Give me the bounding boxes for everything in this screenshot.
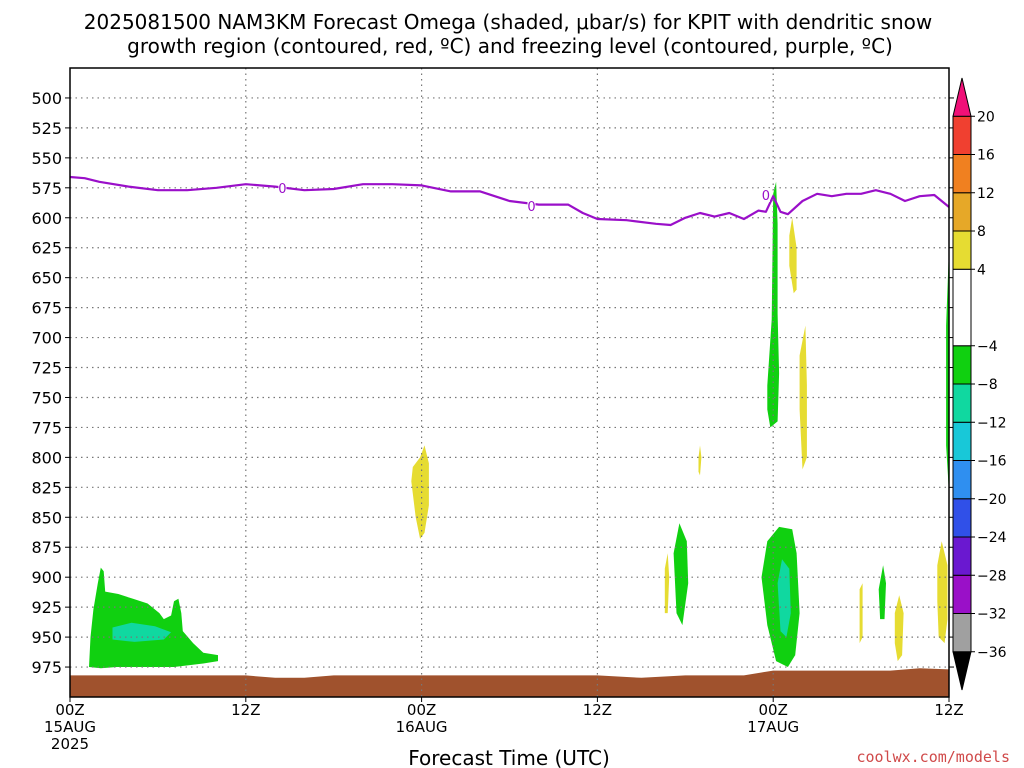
plot-background (70, 68, 949, 697)
colorbar-bin-13 (952, 115, 972, 155)
y-tick-label-9: 725 (31, 359, 62, 378)
y-tick-label-12: 800 (31, 448, 62, 467)
plot-area (70, 68, 949, 697)
y-tick-label-19: 975 (31, 658, 62, 677)
omega-region-4 (664, 553, 670, 614)
omega-region-0 (89, 567, 218, 669)
colorbar-label-2: 12 (977, 186, 995, 202)
freezing-level-contour: 0 0 0 (69, 175, 950, 227)
omega-colorbar: 20 16 12 8 4 −4 −8 −12 −16 −20 −24 −28 −32 −36 (952, 77, 1007, 691)
colorbar-label-7: −12 (977, 415, 1007, 431)
omega-region-2 (411, 445, 429, 539)
x-tick-label-5-0: 12Z (934, 701, 963, 719)
y-tick-label-1: 525 (31, 119, 62, 138)
chart-title-line1: 2025081500 NAM3KM Forecast Omega (shaded… (84, 10, 932, 34)
colorbar-label-12: −32 (977, 607, 1007, 623)
colorbar-label-0: 20 (977, 109, 995, 125)
colorbar-label-9: −20 (977, 492, 1007, 508)
colorbar-label-3: 8 (977, 224, 986, 240)
x-tick-label-0-0: 00Z (55, 701, 84, 719)
terrain-polygon (70, 668, 949, 697)
colorbar-bin-0 (952, 651, 972, 691)
colorbar-label-13: −36 (977, 645, 1007, 661)
freezing-label-0: 0 (278, 182, 286, 197)
y-tick-label-0: 500 (31, 89, 62, 108)
omega-region-5 (673, 523, 689, 626)
y-tick-label-3: 575 (31, 179, 62, 198)
chart-title-line2: growth region (contoured, red, ºC) and f… (127, 34, 893, 58)
colorbar-bin-5 (952, 460, 972, 500)
y-tick-label-17: 925 (31, 598, 62, 617)
x-tick-label-0-1: 15AUG (44, 718, 96, 736)
omega-region-12 (878, 565, 886, 620)
omega-region-11 (859, 583, 863, 644)
colorbar-bin-10 (952, 230, 972, 270)
grid-lines (70, 68, 949, 697)
colorbar-bin-4 (952, 498, 972, 538)
colorbar-bin-2 (952, 574, 972, 614)
x-tick-label-4-1: 17AUG (747, 718, 799, 736)
x-tick-label-3-0: 12Z (583, 701, 612, 719)
y-tick-label-5: 625 (31, 239, 62, 258)
y-tick-label-6: 650 (31, 269, 62, 288)
freezing-label-bg-2 (761, 187, 770, 202)
freezing-label-bg-1 (527, 198, 536, 213)
colorbar-label-11: −28 (977, 568, 1007, 584)
terrain-fill (70, 668, 949, 697)
colorbar-bin-8 (952, 345, 972, 385)
plot-border (69, 67, 950, 698)
omega-region-7 (789, 217, 797, 294)
colorbar-label-5: −4 (977, 339, 998, 355)
colorbar-bin-9 (952, 268, 972, 347)
colorbar-bin-3 (952, 536, 972, 576)
y-tick-label-14: 850 (31, 508, 62, 527)
freezing-label-bg-0 (278, 180, 287, 195)
colorbar-bin-14 (952, 77, 972, 117)
omega-region-1 (112, 622, 172, 642)
colorbar-bin-6 (952, 421, 972, 461)
x-tick-label-0-2: 2025 (51, 735, 89, 753)
plot-frame (69, 67, 950, 698)
x-tick-label-2-0: 00Z (407, 701, 436, 719)
x-tick-label-4-0: 00Z (759, 701, 788, 719)
x-tick-label-1-0: 12Z (231, 701, 260, 719)
x-axis-label: Forecast Time (UTC) (408, 746, 610, 768)
freezing-label-2: 0 (762, 189, 770, 204)
omega-region-10 (777, 559, 791, 638)
colorbar-bin-11 (952, 192, 972, 232)
omega-shading (89, 181, 949, 669)
omega-region-13 (894, 595, 904, 662)
y-tick-label-15: 875 (31, 538, 62, 557)
colorbar-label-8: −16 (977, 454, 1007, 470)
y-tick-label-10: 750 (31, 388, 62, 407)
y-tick-label-13: 825 (31, 478, 62, 497)
pressure-axis: 500 525 550 575 600 625 650 675 700 725 750 775 800 8… (31, 89, 954, 677)
colorbar-label-6: −8 (977, 377, 998, 393)
y-tick-label-18: 950 (31, 628, 62, 647)
y-tick-label-16: 900 (31, 568, 62, 587)
y-tick-label-8: 700 (31, 329, 62, 348)
y-tick-label-7: 675 (31, 299, 62, 318)
y-tick-label-11: 775 (31, 418, 62, 437)
colorbar-label-10: −24 (977, 530, 1007, 546)
colorbar-bin-12 (952, 154, 972, 194)
y-tick-label-4: 600 (31, 209, 62, 228)
colorbar-label-1: 16 (977, 148, 995, 164)
credit-text: coolwx.com/models (856, 748, 1010, 766)
omega-region-14 (937, 541, 948, 644)
colorbar-bin-7 (952, 383, 972, 423)
omega-region-3 (698, 445, 702, 476)
freezing-label-1: 0 (527, 200, 535, 215)
x-tick-label-2-1: 16AUG (396, 718, 448, 736)
freezing-level-line (69, 175, 950, 227)
y-tick-label-2: 550 (31, 149, 62, 168)
omega-region-8 (799, 325, 807, 470)
colorbar-label-4: 4 (977, 262, 986, 278)
colorbar-bin-1 (952, 613, 972, 653)
